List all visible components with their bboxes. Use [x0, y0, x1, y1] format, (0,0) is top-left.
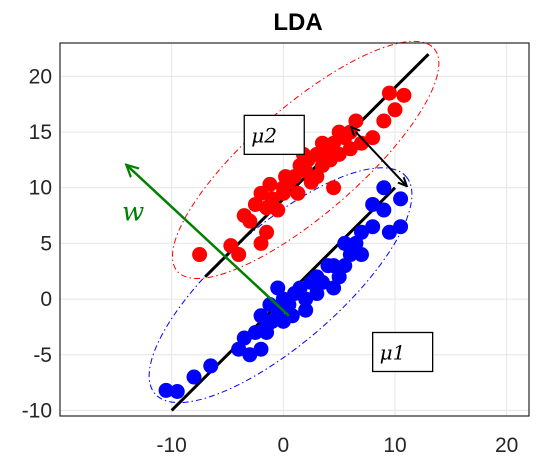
class1-point	[298, 291, 314, 307]
class1-point	[231, 341, 247, 357]
mean-annotation: μ1	[372, 331, 434, 373]
class1-point	[169, 384, 185, 400]
class1-point	[337, 235, 353, 251]
class1-point	[393, 219, 409, 235]
annotations: μ2 μ1	[243, 114, 434, 373]
class1-point	[381, 224, 397, 240]
class1-point	[270, 302, 286, 318]
y-tick-label: 10	[29, 177, 52, 200]
class2-point	[262, 176, 278, 192]
class1-point	[284, 308, 300, 324]
class1-point	[326, 280, 342, 296]
class2-point	[287, 169, 302, 185]
class1-point	[393, 191, 409, 207]
data-points	[158, 85, 412, 400]
class1-point	[270, 280, 286, 296]
class1-point	[158, 382, 174, 398]
annotation-label: μ2	[251, 123, 277, 147]
class1-point	[354, 247, 369, 263]
class1-point	[326, 258, 342, 274]
class2-point	[326, 180, 342, 196]
class2-point	[290, 185, 306, 201]
annotation-box	[243, 114, 305, 156]
annotation-box	[372, 331, 434, 373]
class2-point	[231, 247, 247, 263]
class2-point	[331, 146, 347, 162]
class-ellipses	[148, 40, 440, 404]
class1-point	[298, 302, 314, 318]
class2-point	[253, 235, 269, 251]
chart-title: LDA	[273, 9, 322, 36]
class2-point	[348, 113, 364, 129]
class2-point	[259, 224, 275, 240]
tick-labels: -10 0 10 20 -10 -5 0 5 10 15 20	[22, 65, 519, 457]
class1-point	[309, 286, 325, 302]
x-tick-label: 20	[495, 434, 518, 457]
class2-point	[309, 169, 325, 185]
class2-point	[270, 202, 286, 218]
class1-point	[247, 324, 263, 340]
class-separation-arrow	[356, 132, 406, 185]
y-tick-label: 0	[40, 288, 52, 311]
class1-point	[253, 308, 269, 324]
class2-point	[298, 163, 314, 179]
class1-point	[186, 369, 202, 385]
y-tick-label: 15	[29, 121, 52, 144]
class2-point	[387, 102, 403, 118]
class1-point	[365, 196, 381, 212]
class1-point	[337, 258, 353, 274]
mean-annotation: μ2	[243, 114, 305, 156]
class1-point	[376, 180, 392, 196]
vectors: w	[122, 132, 406, 317]
projection-vector-w	[127, 165, 290, 317]
x-tick-label: 10	[383, 434, 406, 457]
class2-point	[192, 247, 208, 263]
class2-point	[396, 87, 412, 103]
class2-point	[331, 124, 347, 140]
class1-point	[259, 319, 275, 335]
class2-point	[326, 135, 342, 151]
class1-point	[242, 347, 258, 363]
class1-point	[236, 330, 252, 346]
class1-point	[342, 247, 358, 263]
w-label: w	[122, 197, 144, 227]
axes-frame	[59, 42, 530, 417]
y-tick-label: 20	[29, 65, 52, 88]
class2-point	[381, 85, 397, 101]
annotation-label: μ1	[380, 340, 406, 364]
class1-point	[331, 269, 347, 285]
class1-point	[354, 224, 369, 240]
class1-point	[253, 341, 269, 357]
y-tick-label: -10	[22, 399, 52, 422]
class1-point	[314, 274, 330, 290]
class1-point	[376, 202, 392, 218]
class1-point	[203, 358, 219, 374]
class2-point	[376, 113, 392, 129]
class2-point	[264, 191, 280, 207]
y-tick-label: 5	[40, 232, 52, 255]
x-tick-label: -10	[156, 434, 186, 457]
class1-point	[292, 280, 308, 296]
class1-point	[365, 219, 381, 235]
class2-point	[236, 208, 252, 224]
x-tick-label: 0	[277, 434, 289, 457]
y-tick-label: -5	[33, 344, 52, 367]
class1-point	[348, 235, 364, 251]
